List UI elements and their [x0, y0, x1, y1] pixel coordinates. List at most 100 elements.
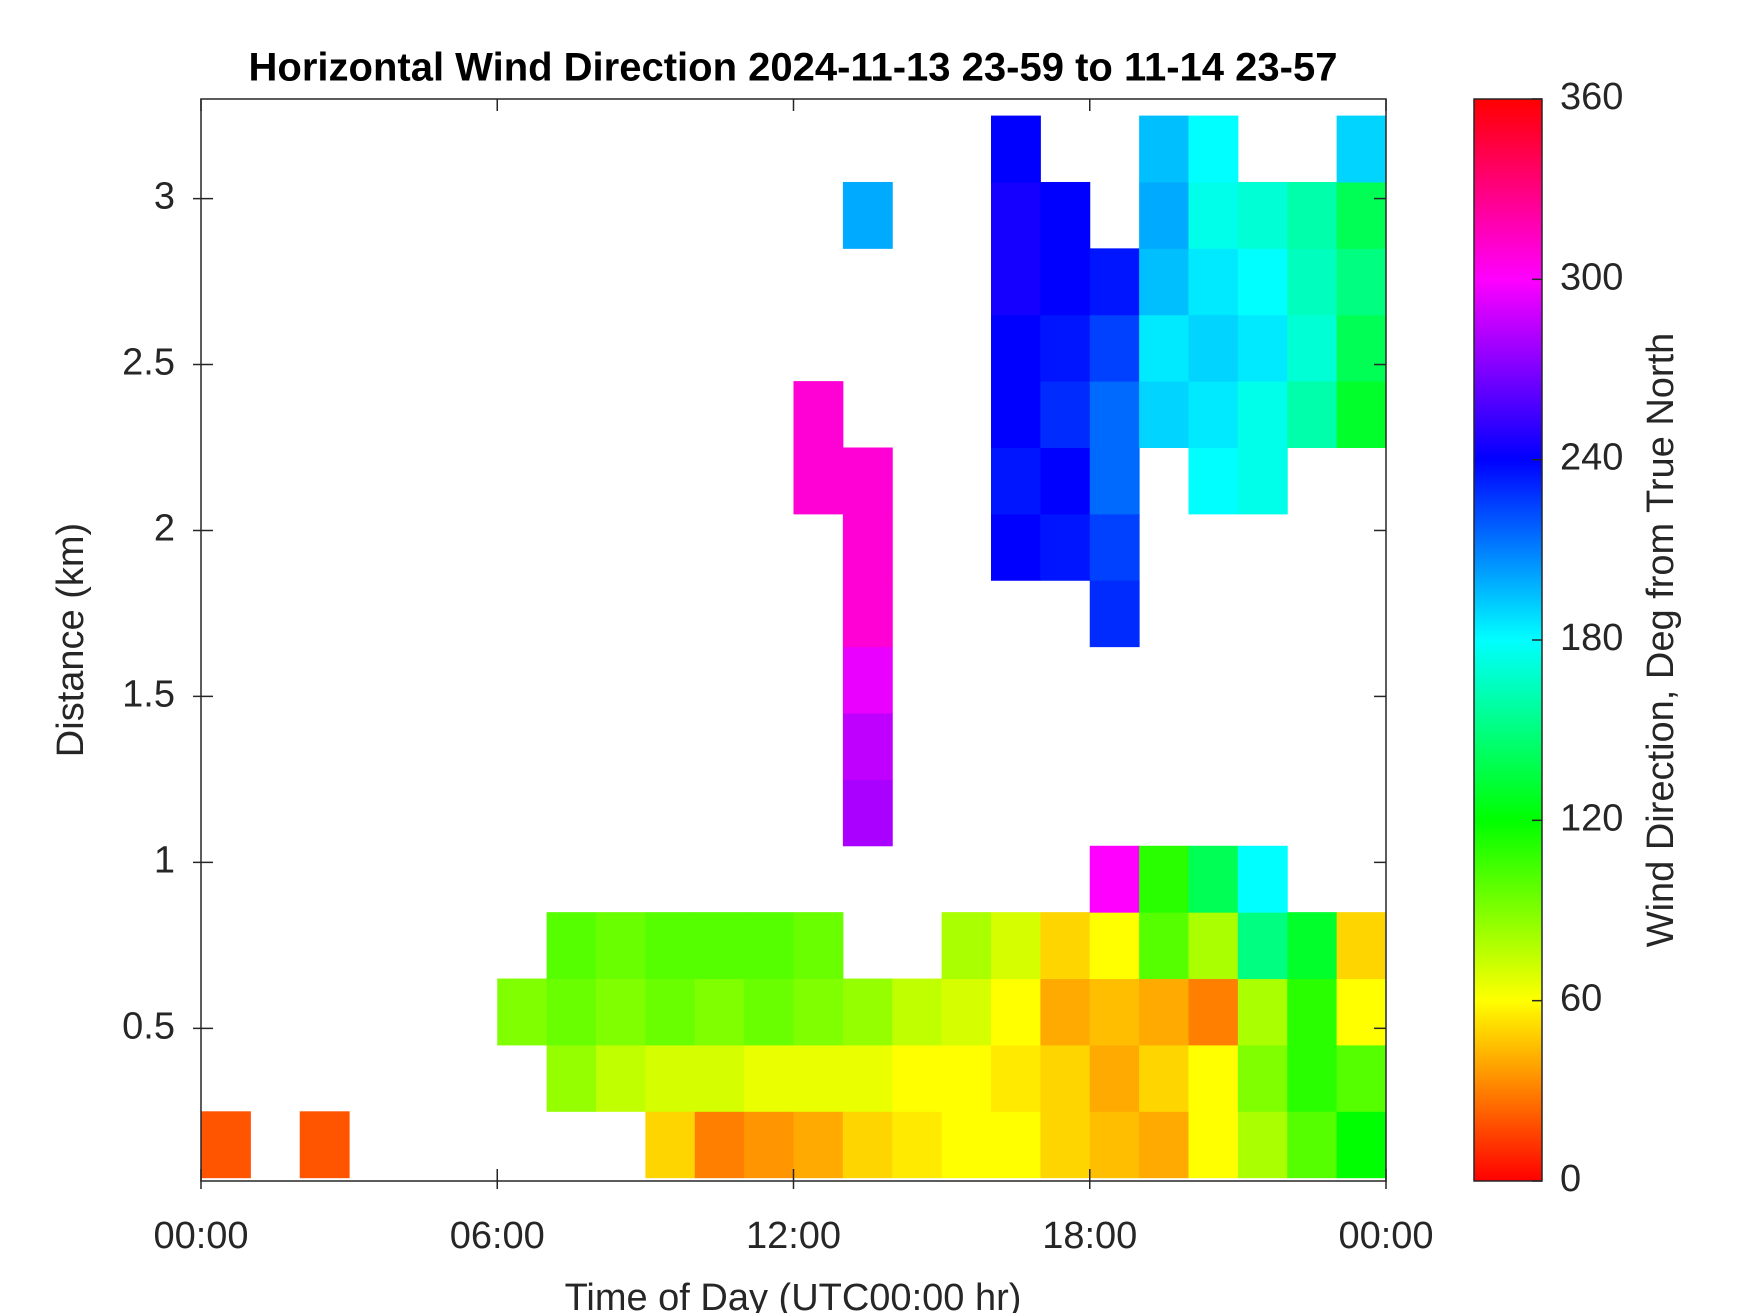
heatmap-cell — [1188, 314, 1239, 382]
heatmap-cell — [1237, 381, 1288, 448]
heatmap-cell — [941, 912, 992, 980]
x-tick-label: 00:00 — [1338, 1215, 1433, 1257]
heatmap-cell — [793, 1044, 844, 1112]
heatmap-cell — [892, 1111, 943, 1179]
heatmap-cell — [1336, 115, 1387, 183]
heatmap-cell — [1237, 1044, 1288, 1112]
heatmap-cell — [842, 447, 893, 515]
heatmap-cell — [1188, 248, 1239, 316]
heatmap-cell — [1040, 447, 1091, 515]
heatmap-cell — [201, 1111, 251, 1179]
heatmap-cell — [744, 978, 794, 1046]
heatmap-cell — [694, 912, 745, 980]
heatmap-cell — [497, 978, 548, 1046]
heatmap-cell — [1287, 912, 1338, 980]
heatmap-cell — [991, 978, 1041, 1046]
heatmap-cell — [991, 513, 1041, 581]
heatmap-cell — [1089, 381, 1140, 448]
chart-title: Horizontal Wind Direction 2024-11-13 23-… — [249, 46, 1338, 90]
heatmap-cell — [645, 1044, 696, 1112]
heatmap-cell — [596, 1044, 646, 1112]
heatmap-cell — [1139, 181, 1189, 249]
heatmap-cell — [1040, 381, 1091, 448]
heatmap-cell — [991, 115, 1041, 183]
colorbar-tick-label: 240 — [1560, 437, 1623, 479]
heatmap-cell — [1237, 447, 1288, 515]
heatmap-cell — [793, 1111, 844, 1179]
heatmap-cell — [1040, 912, 1091, 980]
heatmap-cell — [1237, 314, 1288, 382]
y-tick-label: 1 — [154, 839, 175, 881]
heatmap-cell — [1040, 978, 1091, 1046]
colorbar — [1473, 98, 1543, 1182]
heatmap-cells — [201, 115, 1387, 1179]
heatmap-cell — [1237, 1111, 1288, 1179]
y-tick-label: 1.5 — [122, 673, 175, 715]
y-tick-label: 2.5 — [122, 342, 175, 384]
colorbar-tick-label: 180 — [1560, 617, 1623, 659]
x-tick-label: 12:00 — [746, 1215, 841, 1257]
colorbar-tick-label: 60 — [1560, 978, 1602, 1020]
heatmap-cell — [892, 978, 943, 1046]
heatmap-cell — [1089, 513, 1140, 581]
heatmap-cell — [1188, 115, 1239, 183]
heatmap-cell — [694, 1111, 745, 1179]
colorbar-tick-label: 300 — [1560, 256, 1623, 298]
heatmap-cell — [1336, 1111, 1387, 1179]
heatmap-cell — [793, 447, 844, 515]
heatmap-cell — [1139, 912, 1189, 980]
heatmap-cell — [694, 978, 745, 1046]
heatmap-cell — [299, 1111, 350, 1179]
x-axis-label: Time of Day (UTC00:00 hr) — [565, 1277, 1022, 1313]
heatmap-cell — [1188, 447, 1239, 515]
heatmap-cell — [645, 978, 696, 1046]
heatmap-cell — [991, 314, 1041, 382]
x-tick-label: 06:00 — [450, 1215, 545, 1257]
heatmap-cell — [842, 646, 893, 714]
heatmap-cell — [1139, 1111, 1189, 1179]
heatmap-cell — [1040, 513, 1091, 581]
heatmap-cell — [793, 381, 844, 448]
x-tick-label: 00:00 — [153, 1215, 248, 1257]
heatmap-cell — [793, 912, 844, 980]
heatmap-cell — [1188, 912, 1239, 980]
heatmap-cell — [1089, 314, 1140, 382]
heatmap-cell — [1188, 181, 1239, 249]
heatmap-cell — [991, 912, 1041, 980]
heatmap-cell — [546, 912, 597, 980]
colorbar-tick-label: 120 — [1560, 797, 1623, 839]
heatmap-cell — [1336, 248, 1387, 316]
heatmap-cell — [1188, 978, 1239, 1046]
heatmap-cell — [793, 978, 844, 1046]
heatmap-cell — [991, 381, 1041, 448]
heatmap-cell — [1237, 845, 1288, 913]
heatmap-cell — [1139, 248, 1189, 316]
heatmap-cell — [1040, 248, 1091, 316]
heatmap-cell — [1237, 978, 1288, 1046]
heatmap-cell — [1139, 115, 1189, 183]
y-tick-label: 2 — [154, 508, 175, 550]
heatmap-cell — [1139, 978, 1189, 1046]
heatmap-cell — [1139, 845, 1189, 913]
heatmap-cell — [941, 1044, 992, 1112]
y-axis-label: Distance (km) — [50, 523, 92, 757]
heatmap-cell — [941, 1111, 992, 1179]
heatmap-cell — [842, 713, 893, 780]
heatmap-cell — [941, 978, 992, 1046]
heatmap-cell — [991, 181, 1041, 249]
heatmap-cell — [1336, 978, 1387, 1046]
heatmap-cell — [1040, 314, 1091, 382]
heatmap-cell — [1287, 381, 1338, 448]
heatmap-cell — [842, 580, 893, 648]
heatmap-cell — [596, 978, 646, 1046]
heatmap-cell — [1336, 314, 1387, 382]
heatmap-cell — [1237, 248, 1288, 316]
heatmap-cell — [1188, 845, 1239, 913]
y-tick-label: 3 — [154, 176, 175, 218]
heatmap-cell — [1336, 181, 1387, 249]
heatmap-cell — [1040, 1111, 1091, 1179]
heatmap-cell — [1089, 1044, 1140, 1112]
heatmap-cell — [1287, 1111, 1338, 1179]
heatmap-cell — [1089, 912, 1140, 980]
heatmap-cell — [1188, 1044, 1239, 1112]
